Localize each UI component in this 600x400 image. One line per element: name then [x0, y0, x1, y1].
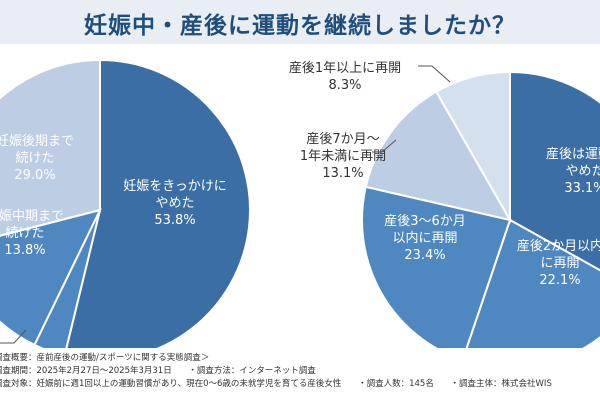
chart-title: 妊娠中・産後に運動を継続しましたか？: [84, 13, 516, 39]
slice-label: 産後2か月以内に再開 22.1%: [517, 238, 600, 288]
slice-label: 産後3〜6か月以内に再開 23.4%: [384, 213, 466, 263]
footer-text: 調査対象：妊娠前に週1回以上の運動習慣があり、現在0〜6歳の未就学児を育てる産後…: [0, 379, 342, 389]
footer-text: ・調査主体：株式会社WIS: [450, 379, 552, 389]
slice-label: 産後は運動をやめた33.1%: [546, 146, 600, 196]
footer-row-2: 調査期間：2025年2月27日〜2025年3月31日 ・調査方法：インターネット…: [0, 364, 330, 376]
slice-label: 産後1年以上に再開 8.3%: [289, 60, 401, 93]
leader-line: [418, 65, 451, 83]
slice-label: 妊娠中期まで続けた13.8%: [0, 209, 64, 258]
footer-text: ・調査方法：インターネット調査: [188, 366, 316, 376]
slice-label: 産後7か月〜 1年未満に再開 13.1%: [300, 131, 386, 181]
pie-slice: [434, 70, 511, 224]
footer-text: ・調査人数：145名: [358, 379, 434, 389]
footer-text: 調査概要：産前産後の運動/スポーツに関する実態調査＞: [0, 353, 210, 363]
title-band: [0, 0, 600, 44]
pie-slice: [0, 58, 101, 237]
pie-slice: [0, 208, 102, 347]
footer-row-1: 調査概要：産前産後の運動/スポーツに関する実態調査＞: [0, 351, 223, 363]
slice-label: 妊娠をきっかけにやめた 53.8%: [123, 179, 226, 228]
slice-label: 妊娠後期まで続けた 29.0%: [0, 134, 74, 183]
leader-line: [0, 329, 27, 344]
pie-slice: [364, 90, 513, 222]
survey-footer: 調査概要：産前産後の運動/スポーツに関する実態調査＞ 調査期間：2025年2月2…: [0, 348, 600, 400]
pie-slice: [509, 70, 600, 272]
footer-row-3: 調査対象：妊娠前に週1回以上の運動習慣があり、現在0〜6歳の未就学児を育てる産後…: [0, 377, 566, 389]
footer-text: 調査期間：2025年2月27日〜2025年3月31日: [0, 366, 172, 376]
leader-line: [372, 139, 397, 153]
